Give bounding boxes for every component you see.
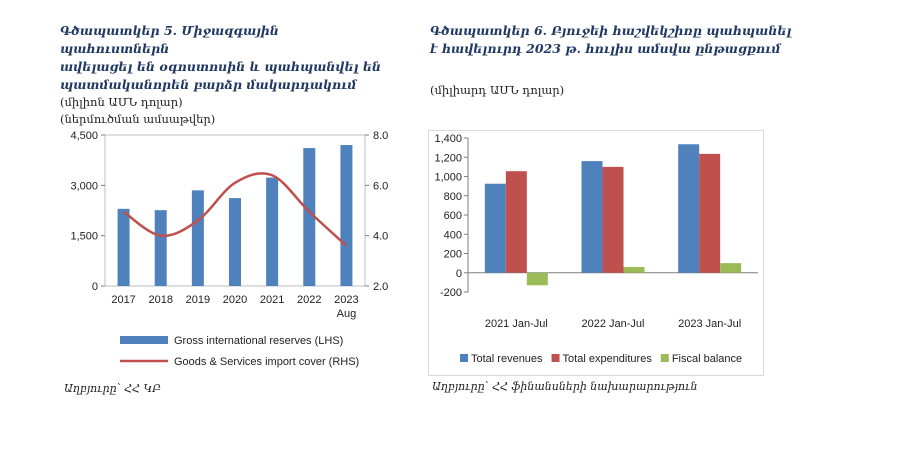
reserves-bar xyxy=(340,145,353,286)
y-left-tick-label: 1,500 xyxy=(70,231,98,243)
legend-label: Total revenues xyxy=(471,353,543,365)
y-left-tick-label: 3,000 xyxy=(70,180,98,192)
x-tick-label: 2023 xyxy=(334,294,358,306)
chart5-units-2: (ներմուծման ամսաթվեր) xyxy=(60,112,216,126)
chart5-plot: 0 1,500 3,000 4,500 2.0 4.0 6.0 8.0 2017 2018 2019… xyxy=(70,130,388,368)
legend-label-import-cover: Goods & Services import cover (RHS) xyxy=(174,356,359,368)
chart6-title-line: Գծապատկեր 6. Բյուջեի հաշվեկշիռը պահպանել xyxy=(430,23,792,38)
import-cover-line xyxy=(122,172,348,247)
legend-swatch xyxy=(460,354,468,362)
chart5-header: Գծապատկեր 5. Միջազգային պահուստներն ավել… xyxy=(60,22,390,128)
chart6-title-line: է հավելուրդ 2023 թ. հուլիս ամսվա ընթացքո… xyxy=(430,41,781,56)
total-expenditures-bar xyxy=(699,153,721,273)
y-tick-label: 0 xyxy=(456,268,462,280)
legend-swatch-reserves xyxy=(120,336,168,344)
y-left-tick-label: 0 xyxy=(92,281,98,293)
chart6-source: Աղբյուրը՝ ՀՀ ֆինանսների նախարարություն xyxy=(432,380,698,393)
x-tick-label: 2017 xyxy=(111,294,135,306)
reserves-bar xyxy=(154,210,167,286)
total-revenues-bar xyxy=(484,183,506,273)
chart6-units: (միլիարդ ԱՄՆ դոլար) xyxy=(430,83,565,97)
y-tick-label: 600 xyxy=(444,210,462,222)
x-tick-label: 2022 Jan-Jul xyxy=(582,318,645,330)
x-tick-label: 2019 xyxy=(186,294,210,306)
legend-swatch xyxy=(660,354,669,362)
x-tick-label: 2022 xyxy=(297,294,321,306)
legend-swatch xyxy=(551,354,560,362)
y-right-tick-label: 6.0 xyxy=(373,180,388,192)
y-right-tick-label: 2.0 xyxy=(373,281,388,293)
y-tick-label: 1,400 xyxy=(434,133,462,145)
chart6-title: Գծապատկեր 6. Բյուջեի հաշվեկշիռը պահպանել… xyxy=(430,22,810,58)
fiscal-balance-bar xyxy=(526,272,548,286)
reserves-bar xyxy=(303,148,316,286)
legend-label-reserves: Gross international reserves (LHS) xyxy=(174,335,343,347)
total-revenues-bar xyxy=(581,161,603,273)
chart5-units: (միլիոն ԱՄՆ դոլար) xyxy=(60,95,183,109)
y-tick-label: 400 xyxy=(444,229,462,241)
chart6-plot: -200 0 200 400 600 800 1,000 1,200 1,400 2021 Jan… xyxy=(428,130,764,376)
fiscal-balance-bar xyxy=(720,263,742,273)
y-tick-label: 200 xyxy=(444,249,462,261)
x-tick-label: 2018 xyxy=(148,294,172,306)
y-tick-label: 800 xyxy=(444,191,462,203)
reserves-bar xyxy=(229,198,241,286)
chart5-title: Գծապատկեր 5. Միջազգային պահուստներն ավել… xyxy=(60,22,390,94)
chart5-title-line: Գծապատկեր 5. Միջազգային պահուստներն xyxy=(60,23,279,56)
chart5-source: Աղբյուրը՝ ՀՀ ԿԲ xyxy=(64,382,162,395)
y-tick-label: 1,000 xyxy=(434,172,462,184)
chart5-title-line: պատմականորեն բարձր մակարդակում xyxy=(60,77,357,92)
chart5-title-line: ավելացել են օգոստոսին և պահպանվել են xyxy=(60,59,382,74)
y-left-tick-label: 4,500 xyxy=(70,130,98,142)
total-expenditures-bar xyxy=(505,171,527,273)
x-tick-label: Aug xyxy=(337,308,357,320)
total-revenues-bar xyxy=(678,144,700,273)
legend-label: Fiscal balance xyxy=(672,353,742,365)
x-tick-label: 2021 xyxy=(260,294,284,306)
x-tick-label: 2020 xyxy=(223,294,247,306)
x-tick-label: 2021 Jan-Jul xyxy=(485,318,548,330)
chart-frame xyxy=(428,130,764,376)
y-right-tick-label: 8.0 xyxy=(373,130,388,142)
y-right-tick-label: 4.0 xyxy=(373,231,388,243)
y-tick-label: -200 xyxy=(440,287,462,299)
reserves-bar xyxy=(117,208,130,286)
reserves-bar xyxy=(266,177,279,286)
reserves-bar xyxy=(191,190,204,286)
x-tick-label: 2023 Jan-Jul xyxy=(678,318,741,330)
chart6-header: Գծապատկեր 6. Բյուջեի հաշվեկշիռը պահպանել… xyxy=(430,22,810,99)
legend-label: Total expenditures xyxy=(563,353,653,365)
fiscal-balance-bar xyxy=(623,266,645,273)
y-tick-label: 1,200 xyxy=(434,152,462,164)
total-expenditures-bar xyxy=(602,166,624,273)
